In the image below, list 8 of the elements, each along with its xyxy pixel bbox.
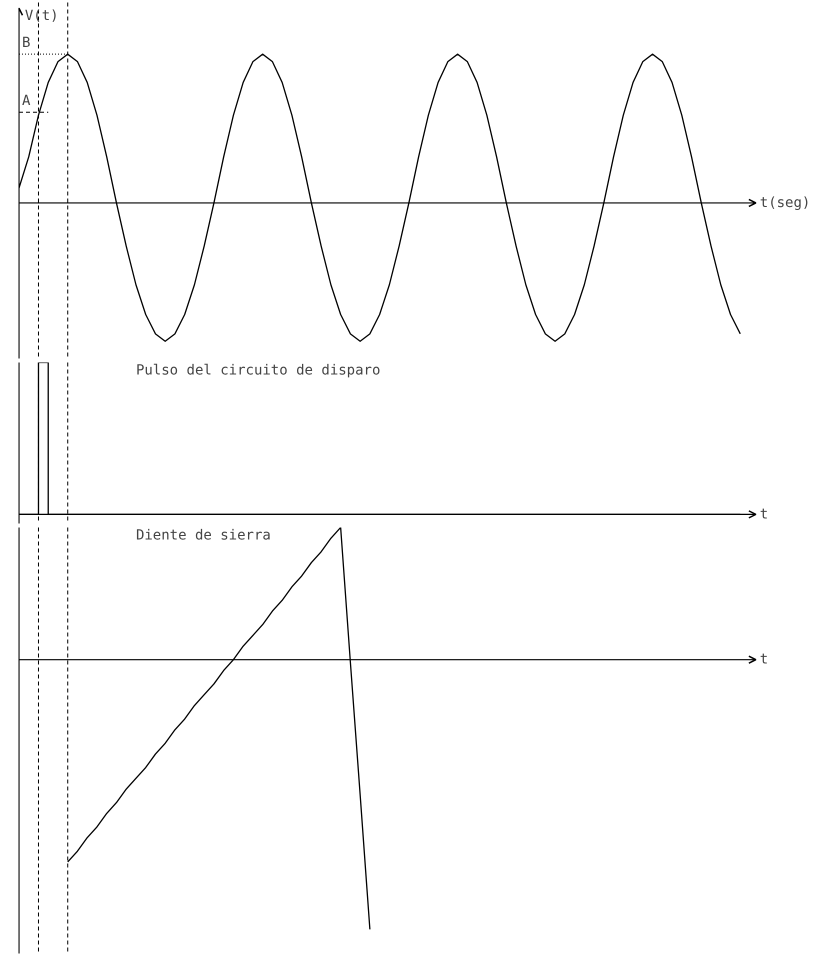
ref-line-label: A [22, 93, 31, 110]
x-axis-title: t(seg) [760, 194, 810, 211]
y-axis-title: V(t) [24, 8, 59, 24]
chart-title: Diente de sierra [136, 528, 271, 544]
x-axis-title: t [760, 506, 768, 522]
ref-line-label: B [22, 35, 30, 52]
chart-title: Pulso del circuito de disparo [136, 362, 380, 378]
x-axis-title: t [760, 652, 768, 668]
